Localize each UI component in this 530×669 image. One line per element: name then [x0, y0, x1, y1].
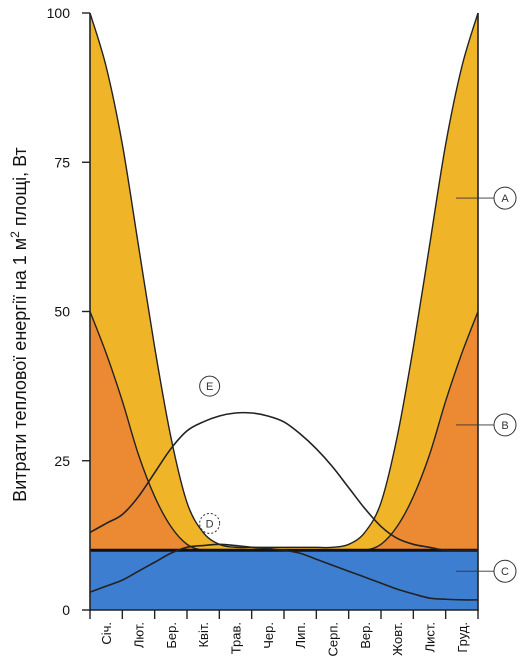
- x-tick-label: Чер.: [261, 622, 276, 649]
- y-tick-label: 100: [47, 5, 71, 21]
- x-tick-label: Серп.: [326, 622, 341, 657]
- x-tick-label: Лют.: [132, 622, 147, 648]
- x-tick-label: Вер.: [358, 622, 373, 649]
- chart-markers: A B C D E: [199, 186, 517, 583]
- chart-lines: [89, 12, 479, 601]
- y-tick-label: 75: [54, 154, 70, 170]
- callout-label: E: [206, 381, 213, 393]
- chart-areas: [90, 13, 478, 610]
- x-tick-label: Трав.: [229, 622, 244, 654]
- line-e: [89, 411, 478, 552]
- y-tick-label: 0: [62, 602, 70, 618]
- x-tick-label: Лист.: [423, 622, 438, 652]
- y-tick-label: 50: [54, 304, 70, 320]
- chart-labels: 0 25 50 75 100 Січ. Лют. Бер. Квіт. Трав. Чер. Лип.…: [8, 5, 470, 657]
- x-tick-label: Жовт.: [390, 622, 405, 656]
- callout-label: A: [501, 193, 509, 205]
- callout-circle: [199, 512, 221, 534]
- chart-axes: [82, 12, 479, 619]
- y-axis-title: Витрати теплової енергії на 1 м2 площі, …: [8, 147, 30, 502]
- x-tick-label: Груд.: [455, 622, 470, 653]
- area-c: [90, 550, 478, 610]
- line-d: [89, 543, 479, 601]
- callout-label: D: [206, 518, 214, 530]
- x-tick-label: Лип.: [293, 622, 308, 648]
- callout-circle: [493, 413, 517, 437]
- y-tick-label: 25: [54, 453, 70, 469]
- x-tick-label: Квіт.: [196, 622, 211, 648]
- callout-circle: [493, 186, 517, 210]
- callout-circle: [493, 559, 517, 583]
- callout-label: B: [501, 420, 508, 432]
- callout-circle: [199, 375, 221, 397]
- x-tick-label: Бер.: [164, 622, 179, 649]
- x-tick-label: Січ.: [99, 622, 114, 645]
- callout-label: C: [501, 566, 509, 578]
- line-a: [89, 12, 479, 549]
